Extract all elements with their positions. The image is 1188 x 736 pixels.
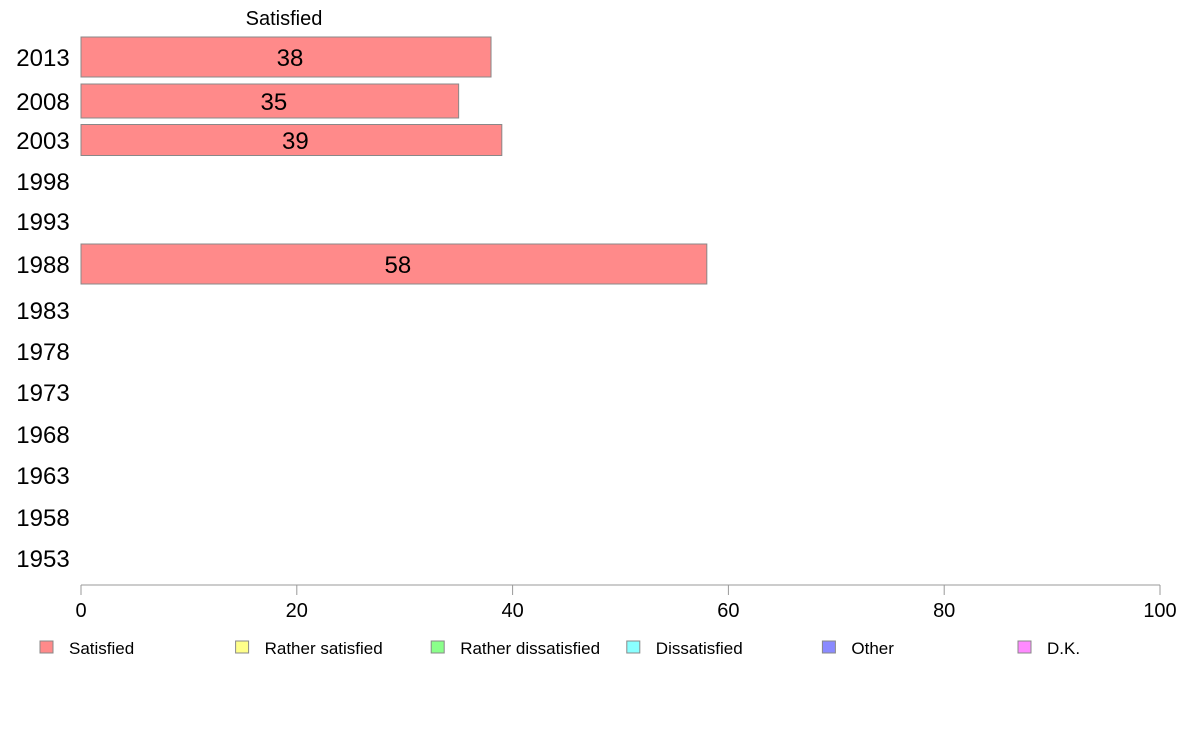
x-tick-label: 20	[286, 600, 308, 622]
year-label: 1953	[16, 546, 69, 573]
bar-value-label: 58	[385, 252, 412, 279]
year-labels: 2013 2008 2003 1998 1993 1988 1983 1978 1973 1968…	[16, 45, 69, 573]
year-label: 1973	[16, 380, 69, 407]
legend-swatch	[39, 640, 54, 654]
legend-label: Rather dissatisfied	[460, 639, 600, 658]
bars	[80, 36, 708, 285]
legend-label: D.K.	[1047, 639, 1080, 658]
bar-value-label: 39	[282, 128, 309, 155]
bar-value-label: 38	[277, 45, 304, 72]
year-label: 1978	[16, 339, 69, 366]
legend-item: Rather satisfied	[235, 639, 383, 658]
year-label: 1968	[16, 422, 69, 449]
bar	[80, 83, 460, 119]
x-axis: 0 20 40 60 80 100	[75, 584, 1177, 622]
legend-item: Rather dissatisfied	[430, 639, 600, 658]
legend-label: Satisfied	[69, 639, 134, 658]
legend-swatch	[626, 640, 641, 654]
bar	[80, 36, 492, 78]
bar-value-label: 35	[260, 89, 287, 116]
x-tick-label: 60	[717, 600, 739, 622]
bar	[80, 243, 708, 285]
year-label: 2008	[16, 89, 69, 116]
year-label: 1993	[16, 209, 69, 236]
year-label: 1998	[16, 169, 69, 196]
legend-swatch	[430, 640, 445, 654]
x-tick-label: 80	[933, 600, 955, 622]
year-label: 1963	[16, 463, 69, 490]
year-label: 1983	[16, 298, 69, 325]
x-tick-label: 40	[501, 600, 523, 622]
x-tick-label: 0	[75, 600, 86, 622]
legend-label: Rather satisfied	[265, 639, 383, 658]
legend-swatch	[821, 640, 836, 654]
year-label: 2013	[16, 45, 69, 72]
bar-labels: 38 35 39 58	[260, 45, 411, 279]
legend-label: Dissatisfied	[656, 639, 743, 658]
legend-label: Other	[851, 639, 894, 658]
year-label: 1988	[16, 252, 69, 279]
legend-item: Other	[821, 639, 894, 658]
legend: Satisfied Rather satisfied Rather dissatis…	[39, 639, 1080, 658]
bar	[80, 124, 503, 156]
legend-swatch	[235, 640, 250, 654]
legend-item: Dissatisfied	[626, 639, 743, 658]
year-label: 1958	[16, 505, 69, 532]
legend-item: D.K.	[1017, 639, 1080, 658]
series-header: Satisfied	[246, 8, 323, 30]
legend-swatch	[1017, 640, 1032, 654]
x-tick-label: 100	[1143, 600, 1176, 622]
legend-item: Satisfied	[39, 639, 134, 658]
year-label: 2003	[16, 128, 69, 155]
